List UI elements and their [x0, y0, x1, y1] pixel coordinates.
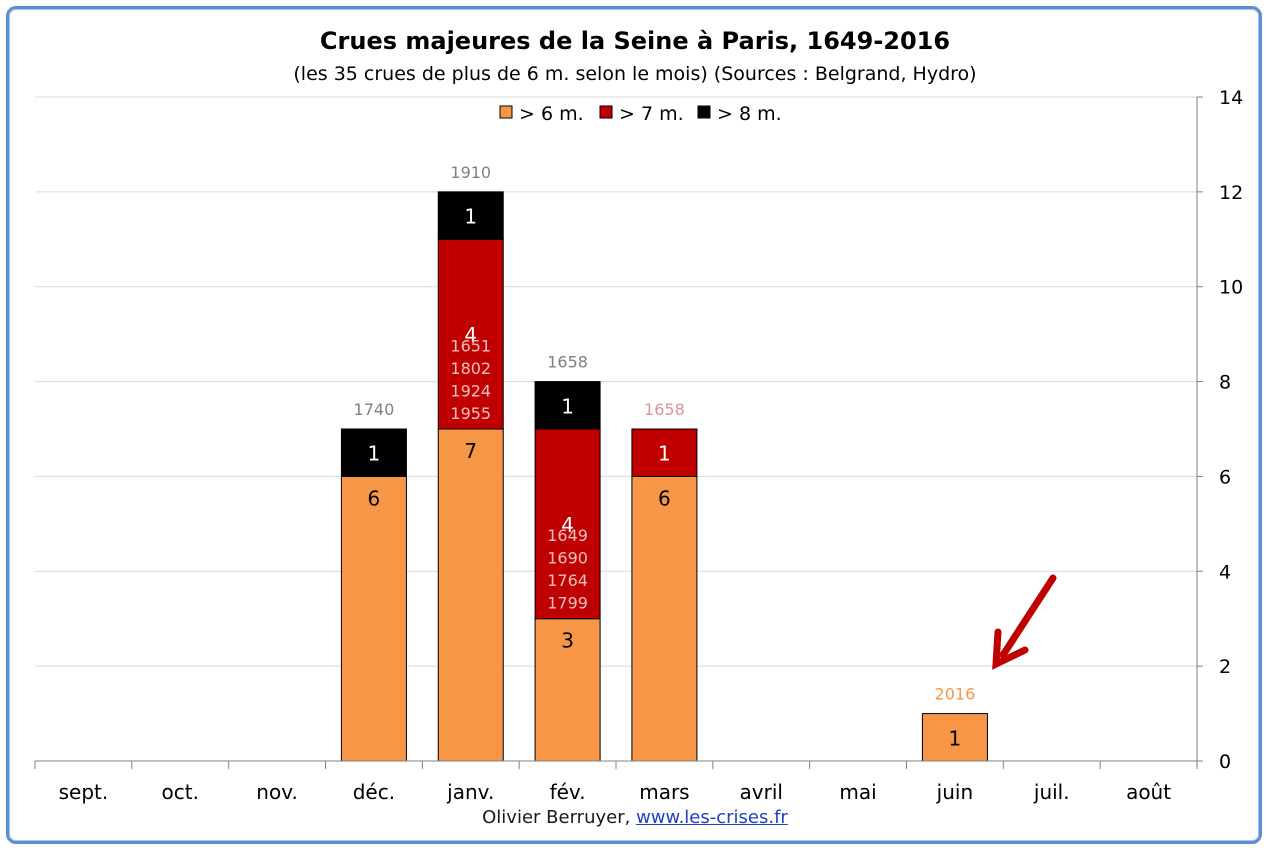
author-name: Olivier Berruyer,	[482, 807, 631, 828]
legend-swatch	[499, 105, 513, 119]
data-label: 7	[464, 439, 477, 463]
bar-segment	[437, 191, 504, 240]
bar-segment	[340, 475, 407, 762]
x-tick-label: nov.	[256, 780, 298, 804]
year-label: 1764	[547, 571, 588, 590]
year-label: 1690	[547, 549, 588, 568]
data-label: 4	[464, 323, 477, 347]
x-tick-label: mai	[839, 780, 876, 804]
x-tick-label: mars	[639, 780, 689, 804]
x-tick-label: fév.	[550, 780, 586, 804]
y-tick-label: 14	[1219, 87, 1243, 109]
x-tick-label: déc.	[353, 780, 395, 804]
x-tick-label: juin	[936, 780, 973, 804]
legend-label: > 6 m.	[519, 103, 584, 125]
data-label: 1	[368, 442, 381, 466]
data-label: 1	[658, 442, 671, 466]
bar-segment	[534, 381, 601, 430]
year-annotation: 1658	[644, 400, 685, 419]
bar-segment	[437, 238, 504, 430]
legend-swatch	[599, 105, 613, 119]
bar-segment	[340, 428, 407, 477]
data-label: 1	[561, 394, 574, 418]
annotations: 1740 1910 1658 1658 2016	[354, 163, 976, 704]
data-label: 3	[561, 629, 574, 653]
arrow-icon	[992, 574, 1057, 670]
x-tick-label: avril	[740, 780, 783, 804]
year-annotation: 1740	[354, 400, 395, 419]
year-annotation: 2016	[935, 685, 976, 704]
bar-segment	[921, 713, 988, 762]
bar-segment	[631, 428, 698, 477]
legend: > 6 m. > 7 m. > 8 m.	[499, 103, 782, 125]
data-label: 6	[368, 486, 381, 510]
x-tick-label: oct.	[162, 780, 199, 804]
y-tick-label: 6	[1219, 466, 1231, 488]
chart-subtitle: (les 35 crues de plus de 6 m. selon le m…	[293, 63, 976, 85]
legend-swatch	[697, 105, 711, 119]
year-label: 1799	[547, 594, 588, 613]
website-link[interactable]: www.les-crises.fr	[636, 807, 788, 828]
year-label: 1802	[450, 359, 491, 378]
y-tick-label: 2	[1219, 656, 1231, 678]
grid-lines	[35, 96, 1197, 667]
year-label: 1649	[547, 526, 588, 545]
bar-segment	[437, 428, 504, 762]
data-label: 4	[561, 513, 574, 537]
x-tick-label: janv.	[446, 780, 494, 804]
bar-segment	[534, 618, 601, 762]
y-tick-label: 8	[1219, 372, 1231, 394]
legend-label: > 7 m.	[619, 103, 684, 125]
y-tick-label: 0	[1219, 751, 1231, 773]
year-annotation: 1910	[450, 163, 491, 182]
bar-segment	[631, 475, 698, 762]
x-tick-label: août	[1126, 780, 1171, 804]
year-annotation: 1658	[547, 353, 588, 372]
y-tick-label: 10	[1219, 277, 1243, 299]
legend-label: > 8 m.	[717, 103, 782, 125]
bars: 61 74134161116511802192419551649169017641…	[340, 191, 988, 762]
y-tick-label: 4	[1219, 561, 1231, 583]
data-label: 1	[949, 726, 962, 750]
x-tick-label: juil.	[1033, 780, 1070, 804]
year-label: 1651	[450, 337, 491, 356]
y-tick-label: 12	[1219, 182, 1243, 204]
data-label: 1	[464, 205, 477, 229]
footer: Olivier Berruyer, www.les-crises.fr	[0, 807, 1270, 828]
data-label: 6	[658, 486, 671, 510]
chart-title: Crues majeures de la Seine à Paris, 1649…	[320, 27, 950, 55]
bar-segment	[534, 428, 601, 620]
year-label: 1955	[450, 404, 491, 423]
x-tick-label: sept.	[59, 780, 109, 804]
year-label: 1924	[450, 382, 491, 401]
